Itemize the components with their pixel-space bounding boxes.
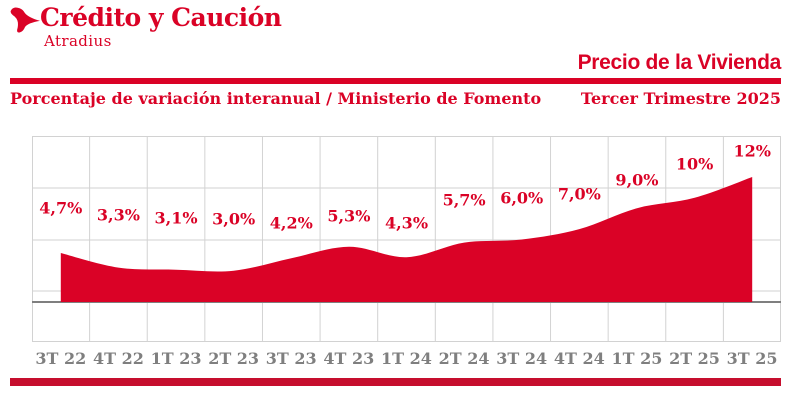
data-label-3t-25: 12% xyxy=(733,141,771,161)
header-rule-divider xyxy=(10,78,781,84)
x-axis-label-3t-24: 3T 24 xyxy=(496,349,548,368)
chart-subtitle-source: Porcentaje de variación interanual / Min… xyxy=(10,89,542,108)
x-axis-label-3t-23: 3T 23 xyxy=(265,349,317,368)
x-axis-labels: 3T 22 4T 22 1T 23 2T 23 3T 23 4T 23 1T 24 2T 24… xyxy=(32,349,781,368)
data-label-3t-23: 4,2% xyxy=(269,213,313,233)
x-axis-label-2t-23: 2T 23 xyxy=(208,349,260,368)
x-axis-label-1t-24: 1T 24 xyxy=(381,349,432,368)
x-axis-label-2t-24: 2T 24 xyxy=(438,349,490,368)
data-label-4t-24: 7,0% xyxy=(557,184,601,204)
x-axis-label-3t-25: 3T 25 xyxy=(726,349,778,368)
data-label-2t-24: 5,7% xyxy=(442,190,486,210)
data-label-1t-25: 9,0% xyxy=(615,170,659,190)
x-axis-label-2t-25: 2T 25 xyxy=(669,349,720,368)
data-label-1t-23: 3,1% xyxy=(154,208,198,228)
data-label-3t-24: 6,0% xyxy=(500,188,544,208)
data-label-1t-24: 4,3% xyxy=(384,213,429,233)
report-period: Tercer Trimestre 2025 xyxy=(580,89,781,108)
area-chart-plot xyxy=(32,136,781,342)
data-label-4t-22: 3,3% xyxy=(96,205,140,225)
company-name: Atradius xyxy=(44,32,112,50)
x-axis-label-4t-23: 4T 23 xyxy=(323,349,375,368)
brand-bird-icon xyxy=(10,7,40,33)
price-area-series xyxy=(60,177,753,302)
data-label-2t-23: 3,0% xyxy=(212,209,256,229)
data-label-2t-25: 10% xyxy=(675,154,714,174)
data-label-4t-23: 5,3% xyxy=(327,206,371,226)
footer-rule-divider xyxy=(10,378,781,386)
x-axis-label-4t-22: 4T 22 xyxy=(92,349,144,368)
x-axis-label-1t-25: 1T 25 xyxy=(611,349,663,368)
x-axis-label-1t-23: 1T 23 xyxy=(150,349,202,368)
brand-name: Crédito y Caución xyxy=(40,3,282,32)
x-axis-label-3t-22: 3T 22 xyxy=(35,349,87,368)
data-label-3t-22: 4,7% xyxy=(39,198,83,218)
x-axis-label-4t-24: 4T 24 xyxy=(553,349,605,368)
page-title: Precio de la Vivienda xyxy=(577,51,782,74)
